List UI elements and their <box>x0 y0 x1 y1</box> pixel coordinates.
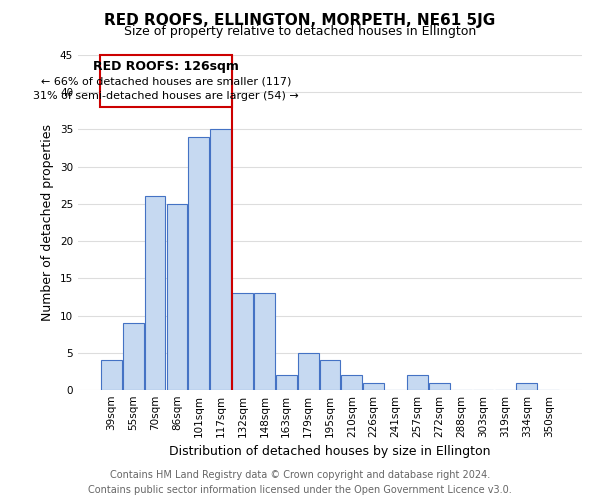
Text: Contains HM Land Registry data © Crown copyright and database right 2024.
Contai: Contains HM Land Registry data © Crown c… <box>88 470 512 495</box>
Bar <box>167 204 187 390</box>
Bar <box>100 55 232 107</box>
Bar <box>123 323 143 390</box>
Bar <box>101 360 122 390</box>
Text: ← 66% of detached houses are smaller (117): ← 66% of detached houses are smaller (11… <box>41 76 291 86</box>
Bar <box>232 293 253 390</box>
Bar <box>276 375 296 390</box>
Bar <box>298 353 319 390</box>
Bar <box>517 382 537 390</box>
Text: RED ROOFS, ELLINGTON, MORPETH, NE61 5JG: RED ROOFS, ELLINGTON, MORPETH, NE61 5JG <box>104 12 496 28</box>
X-axis label: Distribution of detached houses by size in Ellington: Distribution of detached houses by size … <box>169 446 491 458</box>
Y-axis label: Number of detached properties: Number of detached properties <box>41 124 55 321</box>
Bar <box>145 196 166 390</box>
Bar <box>429 382 450 390</box>
Bar <box>188 137 209 390</box>
Bar <box>407 375 428 390</box>
Bar <box>210 130 231 390</box>
Text: Size of property relative to detached houses in Ellington: Size of property relative to detached ho… <box>124 25 476 38</box>
Text: 31% of semi-detached houses are larger (54) →: 31% of semi-detached houses are larger (… <box>33 91 299 101</box>
Text: RED ROOFS: 126sqm: RED ROOFS: 126sqm <box>93 60 239 72</box>
Bar <box>341 375 362 390</box>
Bar <box>320 360 340 390</box>
Bar <box>364 382 384 390</box>
Bar <box>254 293 275 390</box>
